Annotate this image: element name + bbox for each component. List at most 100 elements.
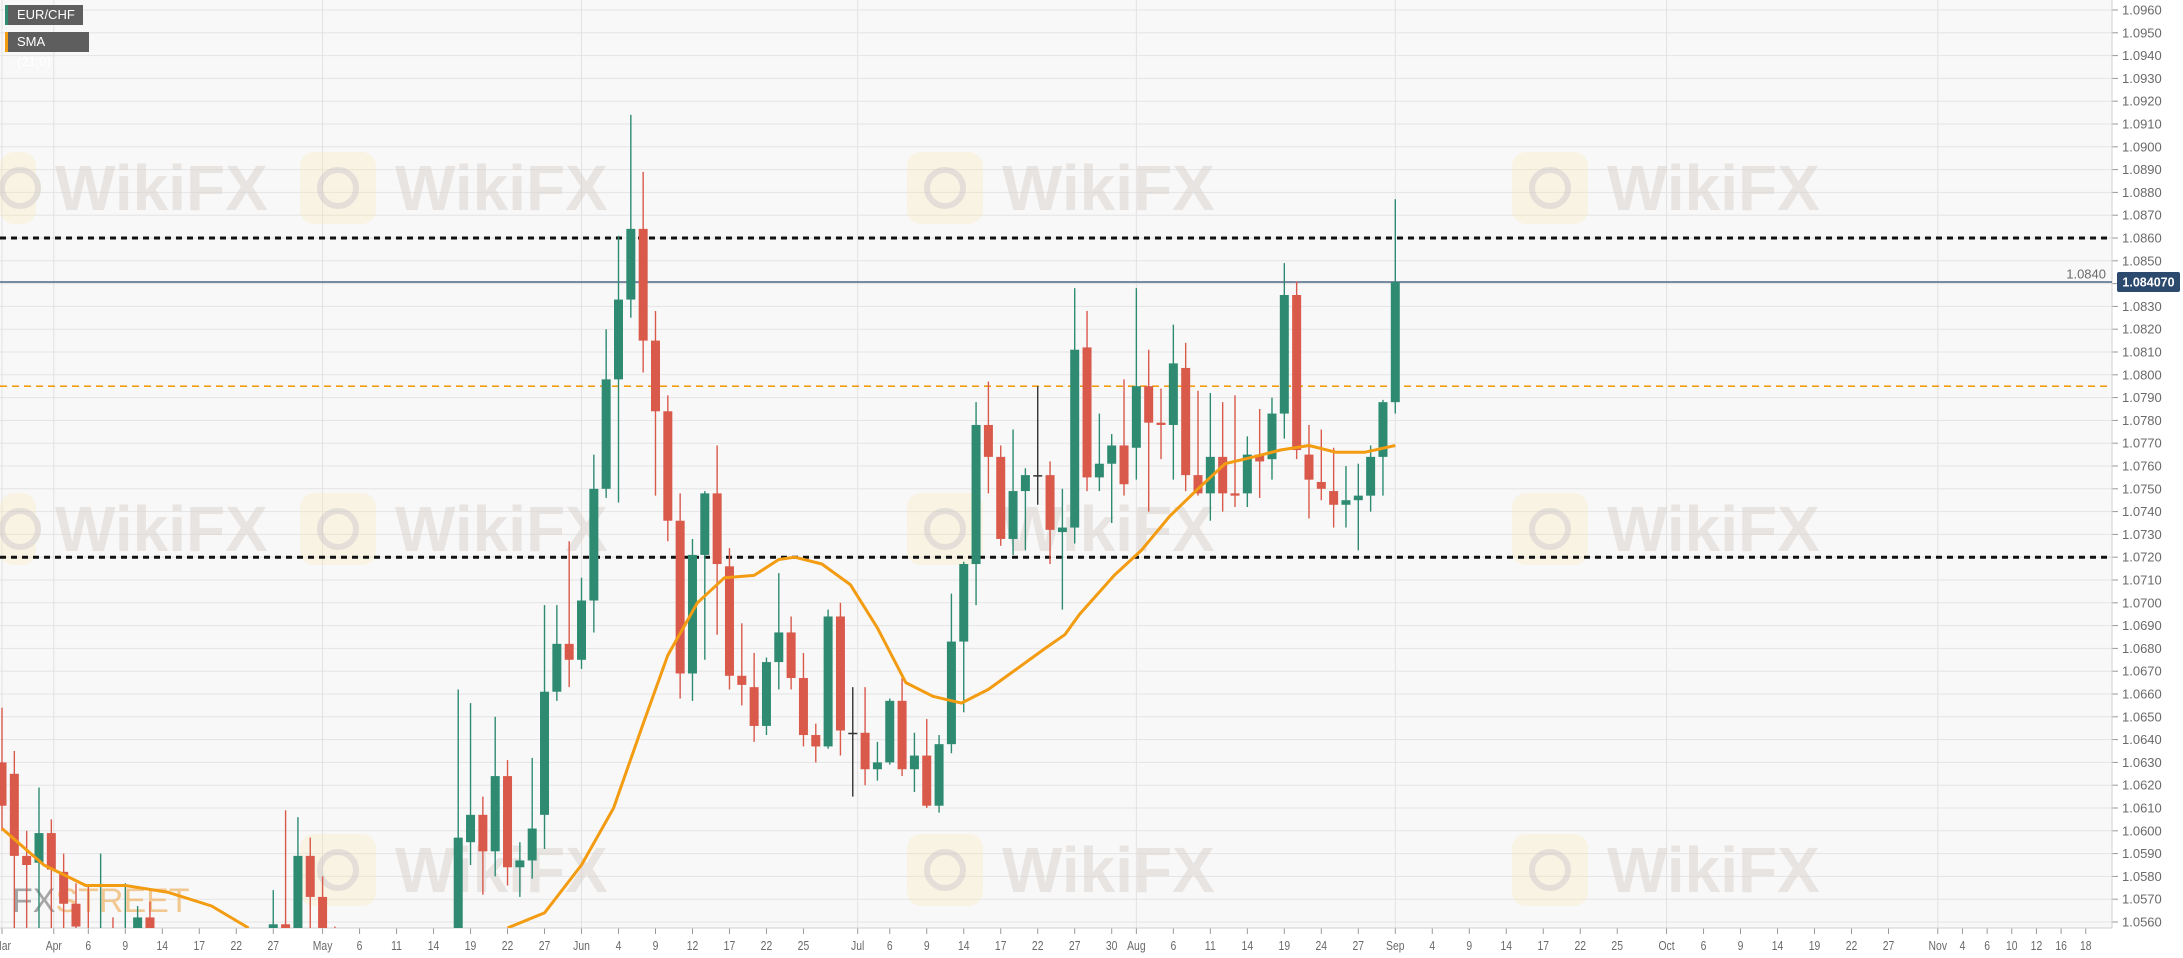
candle-body — [1267, 413, 1277, 460]
candle-body — [1057, 527, 1067, 533]
x-tick-label: 22 — [1574, 939, 1586, 953]
candle-body — [626, 228, 636, 300]
candle-body — [577, 600, 587, 660]
candle — [305, 837, 315, 928]
candle — [1255, 409, 1265, 498]
wikifx-watermark-text: WikiFX — [1002, 834, 1215, 906]
candle — [946, 593, 956, 754]
candle-body — [318, 896, 328, 928]
y-tick-label: 1.0670 — [2122, 664, 2162, 679]
y-tick-label: 1.0560 — [2122, 915, 2162, 930]
candle — [453, 689, 463, 928]
y-tick-label: 1.0780 — [2122, 413, 2162, 428]
x-tick-label: 12 — [687, 939, 699, 953]
candle — [798, 652, 808, 747]
candle-body — [650, 340, 660, 412]
y-tick-label: 1.0710 — [2122, 573, 2162, 588]
candle — [293, 817, 303, 928]
y-tick-label: 1.0640 — [2122, 732, 2162, 747]
x-tick-label: Nov — [1929, 939, 1948, 953]
current-price-label: 1.084070 — [2122, 276, 2174, 290]
y-tick-label: 1.0820 — [2122, 322, 2162, 337]
candle-body — [897, 700, 907, 770]
sma-line — [1, 444, 1396, 928]
candle — [1082, 310, 1092, 492]
y-tick-label: 1.0830 — [2122, 299, 2162, 314]
candle — [1156, 388, 1166, 460]
candle — [1218, 402, 1228, 512]
candle-body — [1168, 363, 1178, 425]
y-tick-label: 1.0920 — [2122, 94, 2162, 109]
x-tick-label: 27 — [267, 939, 279, 953]
y-tick-label: 1.0850 — [2122, 253, 2162, 268]
y-tick-label: 1.0950 — [2122, 25, 2162, 40]
y-tick-label: 1.0700 — [2122, 595, 2162, 610]
candle-body — [1008, 491, 1018, 539]
candle-body — [268, 924, 278, 928]
candle — [614, 235, 623, 503]
candle — [1181, 342, 1191, 492]
candle-body — [503, 776, 513, 868]
legend-sma-indicator[interactable]: SMA (21,0) — [5, 32, 89, 69]
candle-body — [1020, 475, 1030, 492]
x-tick-label: 14 — [428, 939, 440, 953]
candle-body — [749, 687, 759, 726]
y-tick-label: 1.0660 — [2122, 687, 2162, 702]
candle — [601, 329, 611, 498]
candle — [1267, 397, 1277, 480]
candle-body — [293, 855, 303, 928]
candle — [1168, 324, 1178, 480]
current-price-badge — [2117, 272, 2180, 293]
y-axis: 1.0560 1.0570 1.0580 1.0590 1.0600 1.0610 1.06… — [0, 0, 2162, 930]
x-tick-label: 16 — [2055, 939, 2067, 953]
y-tick-label: 1.0620 — [2122, 778, 2162, 793]
candle-body — [1045, 475, 1055, 530]
wikifx-watermark-text: WikiFX — [395, 834, 608, 906]
wikifx-logo-mark — [1529, 508, 1571, 550]
candle — [835, 602, 845, 756]
wikifx-logo-mark — [317, 167, 359, 209]
candle-body — [281, 924, 291, 928]
wikifx-logo-mark — [924, 849, 966, 891]
candle — [1020, 468, 1030, 551]
candle — [515, 842, 525, 897]
candle — [1279, 263, 1289, 439]
candle-body — [774, 632, 784, 663]
x-tick-label: 9 — [924, 939, 930, 953]
x-tick-label: Mar — [0, 939, 11, 953]
candle — [737, 623, 747, 706]
wikifx-logo-icon — [907, 493, 983, 565]
legend-symbol[interactable]: EUR/CHF — [5, 5, 83, 25]
y-tick-label: 1.0870 — [2122, 208, 2162, 223]
y-tick-label: 1.0770 — [2122, 436, 2162, 451]
candle — [268, 890, 278, 928]
candle-body — [848, 732, 858, 735]
x-tick-label: 17 — [724, 939, 736, 953]
candle-body — [996, 456, 1006, 539]
candle — [1242, 436, 1252, 508]
fxstreet-logo-fx: FX — [12, 882, 55, 920]
candle — [774, 573, 784, 690]
x-tick-label: 24 — [1316, 939, 1328, 953]
candle-body — [1193, 475, 1203, 494]
candle-body — [786, 632, 796, 679]
candle-body — [1366, 456, 1376, 496]
y-tick-label: 1.0610 — [2122, 801, 2162, 816]
wikifx-logo-mark — [317, 508, 359, 550]
x-tick-label: 18 — [2080, 939, 2092, 953]
candle-body — [712, 493, 722, 565]
y-tick-label: 1.0720 — [2122, 550, 2162, 565]
y-tick-label: 1.0570 — [2122, 892, 2162, 907]
x-tick-label: 19 — [465, 939, 477, 953]
candle-body — [872, 762, 882, 770]
candle — [885, 698, 895, 765]
candle — [650, 310, 660, 496]
candle-body — [305, 855, 315, 897]
wikifx-logo-icon — [1512, 493, 1588, 565]
candle — [1230, 395, 1240, 508]
candle — [577, 577, 587, 669]
candle — [1292, 281, 1302, 460]
candle — [22, 830, 32, 928]
y-tick-label: 1.0930 — [2122, 71, 2162, 86]
